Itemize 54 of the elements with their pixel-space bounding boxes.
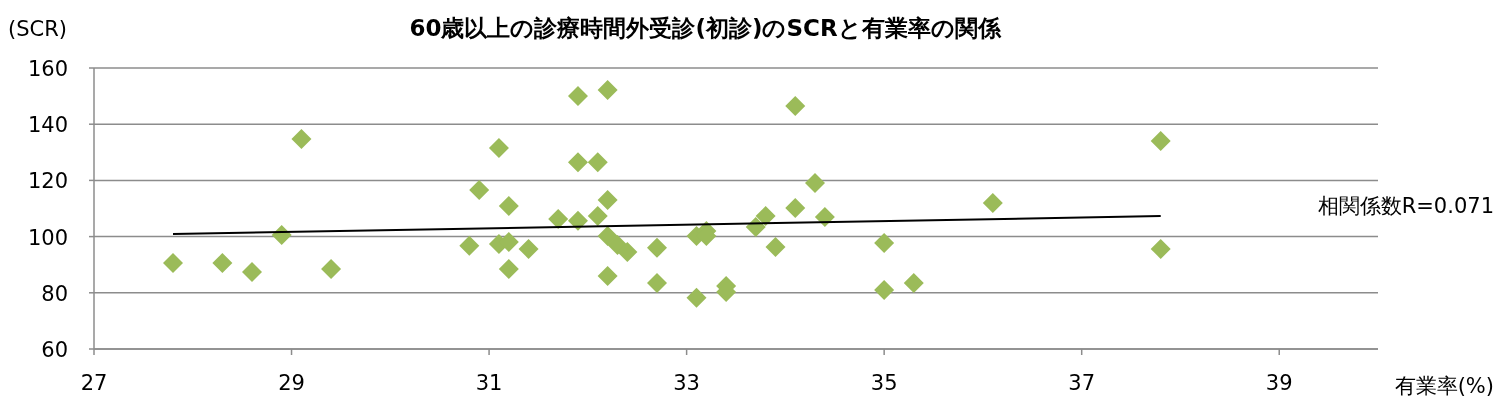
point	[755, 206, 776, 227]
point	[498, 258, 519, 279]
point	[805, 172, 826, 193]
point	[597, 190, 618, 211]
ylabel: (SCR)	[8, 17, 67, 41]
y-tick-label: 160	[27, 57, 68, 81]
point	[163, 253, 184, 274]
point	[498, 195, 519, 216]
point	[1150, 238, 1171, 259]
y-tick-label: 60	[41, 338, 68, 362]
point	[587, 206, 608, 227]
point	[765, 237, 786, 257]
point	[874, 279, 895, 300]
point	[874, 233, 895, 254]
y-tick-label: 140	[27, 113, 68, 138]
x-tick-label: 35	[870, 371, 898, 395]
point	[242, 262, 263, 283]
x-tick-label: 31	[475, 371, 503, 395]
point	[785, 95, 806, 116]
title: 60歳以上の診療時間外受診(初診)のSCRと有業率の関係	[409, 15, 1001, 41]
x-tick-label: 27	[80, 371, 108, 395]
point	[597, 265, 618, 286]
point	[567, 86, 588, 107]
point	[548, 208, 569, 229]
point	[212, 253, 233, 274]
point	[518, 238, 539, 259]
point	[459, 235, 480, 256]
point	[903, 272, 924, 293]
y-tick-label: 100	[27, 225, 68, 250]
y-tick-label: 120	[27, 169, 68, 194]
point	[597, 226, 618, 247]
point	[488, 138, 509, 159]
point	[597, 79, 618, 100]
point	[587, 152, 608, 173]
x-tick-label: 37	[1068, 371, 1096, 395]
x-tick-label: 39	[1265, 371, 1293, 395]
point	[982, 192, 1003, 213]
point	[785, 197, 806, 218]
point	[567, 152, 588, 173]
point	[646, 272, 667, 293]
point	[814, 206, 835, 227]
point	[686, 287, 707, 308]
x-tick-label: 33	[673, 371, 700, 395]
xlabel: 有業率(%)	[1394, 374, 1494, 398]
point	[1150, 131, 1171, 152]
x-tick-label: 29	[278, 371, 305, 395]
y-tick-label: 80	[41, 281, 68, 306]
point	[469, 179, 490, 200]
point	[617, 242, 638, 263]
point	[567, 210, 588, 231]
annotation: 相関係数R=0.071	[1317, 194, 1494, 219]
point	[321, 258, 342, 279]
point	[646, 237, 667, 258]
point	[291, 129, 312, 150]
